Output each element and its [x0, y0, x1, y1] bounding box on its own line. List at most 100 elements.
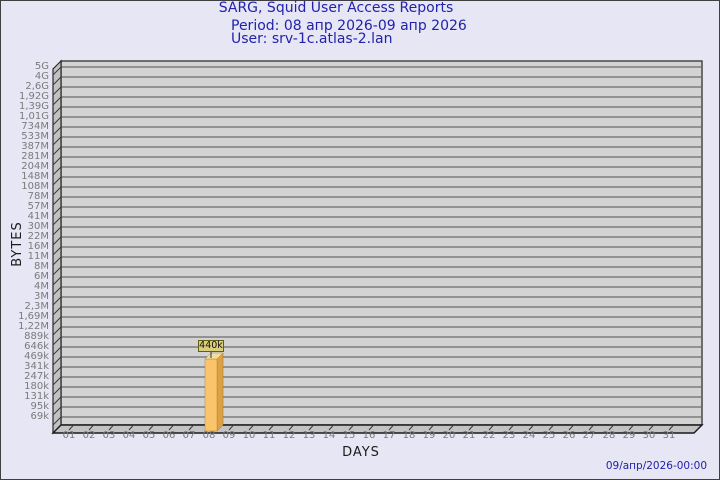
x-axis-tick-label: 29: [622, 430, 636, 441]
y-axis-tick-label: 1,69M: [18, 311, 49, 322]
y-axis-tick-label: 1,01G: [18, 111, 49, 122]
x-axis-tick-label: 26: [562, 430, 576, 441]
y-axis-tick-label: 22M: [27, 231, 49, 242]
x-axis-tick-label: 02: [82, 430, 96, 441]
plot-back-wall: [60, 60, 703, 426]
x-tick: [588, 424, 595, 431]
y-tick: [52, 76, 62, 86]
y-tick: [52, 66, 62, 76]
x-tick: [308, 424, 315, 431]
x-axis-tick-label: 16: [362, 430, 376, 441]
y-tick: [52, 296, 62, 306]
x-tick: [548, 424, 555, 431]
plot-left-wall: [52, 59, 62, 435]
chart-title: SARG, Squid User Access Reports: [218, 0, 454, 16]
y-axis-tick-label: 4M: [34, 281, 49, 292]
y-tick: [52, 376, 62, 386]
y-tick: [52, 316, 62, 326]
bar-side-face: [216, 352, 224, 432]
y-tick: [52, 236, 62, 246]
x-tick: [108, 424, 115, 431]
generated-timestamp: 09/апр/2026-00:00: [605, 460, 707, 472]
y-tick: [52, 116, 62, 126]
chart-user-subtitle: User: srv-1c.atlas-2.lan: [231, 31, 393, 47]
y-tick: [52, 216, 62, 226]
x-axis-tick-label: 31: [662, 430, 676, 441]
y-axis-tick-label: 469k: [24, 351, 49, 362]
x-axis-tick-label: 28: [602, 430, 616, 441]
x-axis-tick-label: 20: [442, 430, 456, 441]
y-tick: [52, 356, 62, 366]
x-tick: [568, 424, 575, 431]
x-tick: [188, 424, 195, 431]
y-axis-tick-label: 1,39G: [18, 101, 49, 112]
y-axis-tick-label: 148M: [21, 171, 49, 182]
y-axis-tick-label: 5G: [34, 61, 49, 72]
x-tick: [248, 424, 255, 431]
axis-ticks: [52, 66, 675, 431]
bar-value-label: 440k: [198, 340, 224, 352]
x-tick: [368, 424, 375, 431]
y-axis-tick-label: 1,22M: [18, 321, 49, 332]
x-tick: [168, 424, 175, 431]
y-axis-tick-label: 95k: [30, 401, 49, 412]
x-axis-tick-label: 07: [182, 430, 196, 441]
y-tick: [52, 276, 62, 286]
y-tick: [52, 166, 62, 176]
y-tick: [52, 336, 62, 346]
x-axis-tick-label: 27: [582, 430, 596, 441]
x-tick: [288, 424, 295, 431]
x-axis-tick-label: 09: [222, 430, 236, 441]
y-tick: [52, 206, 62, 216]
y-axis-tick-label: 734M: [21, 121, 49, 132]
y-tick: [52, 226, 62, 236]
x-tick: [328, 424, 335, 431]
x-tick: [428, 424, 435, 431]
y-tick: [52, 396, 62, 406]
x-tick: [408, 424, 415, 431]
y-axis-tick-label: 387M: [21, 141, 49, 152]
y-axis-tick-label: 889k: [24, 331, 49, 342]
x-tick: [228, 424, 235, 431]
y-axis-tick-label: 108M: [21, 181, 49, 192]
x-axis-tick-label: 15: [342, 430, 356, 441]
y-axis-tick-label: 4G: [34, 71, 49, 82]
y-axis-tick-label: 2,6G: [25, 81, 49, 92]
x-axis-tick-label: 10: [242, 430, 256, 441]
y-axis-tick-label: 11M: [27, 251, 49, 262]
y-axis-tick-label: 204M: [21, 161, 49, 172]
x-axis-tick-label: 19: [422, 430, 436, 441]
y-tick: [52, 86, 62, 96]
x-tick: [68, 424, 75, 431]
x-tick: [388, 424, 395, 431]
x-axis-tick-label: 14: [322, 430, 336, 441]
y-axis-tick-label: 180k: [24, 381, 49, 392]
chart-period-subtitle: Period: 08 апр 2026-09 апр 2026: [231, 18, 467, 34]
bar-top-face: [204, 352, 224, 360]
y-axis-tick-label: 8M: [34, 261, 49, 272]
y-axis-tick-label: 57M: [27, 201, 49, 212]
x-tick: [628, 424, 635, 431]
y-tick: [52, 406, 62, 416]
x-axis-tick-label: 12: [282, 430, 296, 441]
x-axis-tick-label: 08: [202, 430, 216, 441]
y-axis-tick-label: 78M: [27, 191, 49, 202]
x-axis-tick-label: 05: [142, 430, 156, 441]
y-axis-tick-label: 2,3M: [24, 301, 49, 312]
x-axis-tick-label: 17: [382, 430, 396, 441]
y-axis-tick-label: 41M: [27, 211, 49, 222]
x-tick: [648, 424, 655, 431]
x-tick: [668, 424, 675, 431]
y-axis-tick-label: 69k: [30, 411, 49, 422]
x-tick: [148, 424, 155, 431]
y-tick: [52, 186, 62, 196]
x-tick: [128, 424, 135, 431]
y-tick: [52, 286, 62, 296]
y-axis-tick-label: 131k: [24, 391, 49, 402]
y-tick: [52, 246, 62, 256]
x-tick: [508, 424, 515, 431]
y-axis-tick-label: 30M: [27, 221, 49, 232]
x-tick: [88, 424, 95, 431]
x-tick: [268, 424, 275, 431]
